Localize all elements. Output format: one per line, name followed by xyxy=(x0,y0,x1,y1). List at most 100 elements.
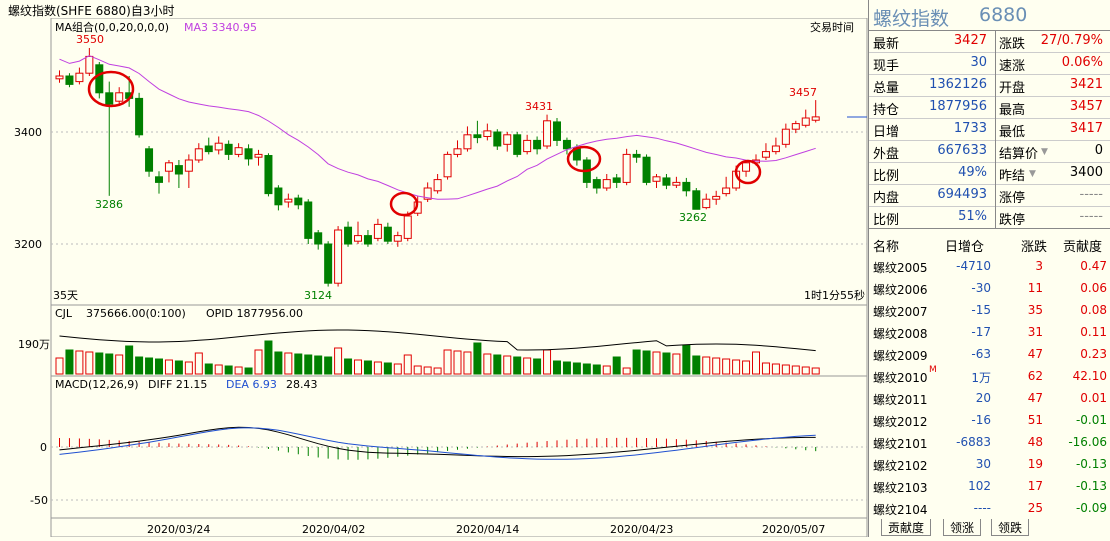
table-row[interactable]: 螺纹2012 -16 51 -0.01 xyxy=(869,409,1110,431)
volume-bar xyxy=(145,357,154,375)
contract-name: 螺纹2005 xyxy=(873,261,928,275)
highlight-circle-1 xyxy=(87,70,135,108)
candle-body xyxy=(493,131,502,147)
volume-bar xyxy=(443,349,452,375)
contract-name: 螺纹2010 xyxy=(873,371,928,385)
quote-row: 现手 30 速涨 0.06% xyxy=(869,53,1110,74)
kline-chart[interactable]: 3400 3200 190万 0 -50 MA组合(0,0,20,0,0,0) … xyxy=(0,17,868,538)
table-row[interactable]: 螺纹2007 -15 35 0.08 xyxy=(869,299,1110,321)
chart-area[interactable]: 3400 3200 190万 0 -50 MA组合(0,0,20,0,0,0) … xyxy=(0,17,868,538)
header-contribution[interactable]: 贡献度 xyxy=(1063,240,1103,255)
x-date-3: 2020/04/14 xyxy=(456,523,519,536)
candle-body xyxy=(75,72,84,83)
candle-body xyxy=(682,181,691,192)
volume-bar xyxy=(752,351,760,375)
candle-body xyxy=(662,177,671,186)
quote-value: ----- xyxy=(1079,187,1103,202)
contribution: -0.13 xyxy=(1075,457,1107,471)
candle-body xyxy=(453,148,462,155)
diff-line xyxy=(59,426,816,458)
volume-bar xyxy=(284,352,293,375)
volume-bar xyxy=(264,340,273,375)
chevron-down-icon[interactable]: ▼ xyxy=(1029,169,1036,179)
trade-time-label[interactable]: 交易时间 xyxy=(810,20,854,34)
daily-inc: -15 xyxy=(971,303,991,317)
tab-top-losers[interactable]: 领跌 xyxy=(991,519,1030,536)
volume-bar xyxy=(105,353,114,375)
contract-name: 螺纹2009 xyxy=(873,349,928,363)
candle-body xyxy=(602,179,611,189)
candle-body xyxy=(254,153,263,158)
candle-body xyxy=(244,148,253,160)
volume-bar xyxy=(483,353,492,375)
volume-bar xyxy=(254,349,263,375)
table-row[interactable]: 螺纹2101 -6883 48 -16.06 xyxy=(869,431,1110,453)
candle-body xyxy=(314,232,323,245)
volume-bar xyxy=(523,357,532,375)
volume-bar xyxy=(75,350,84,375)
quote-label: 内盘 xyxy=(873,191,900,206)
candle-body xyxy=(194,148,203,161)
contract-name: 螺纹2104 xyxy=(873,503,928,517)
contract-name: 螺纹2011 xyxy=(873,393,928,407)
change: 17 xyxy=(1027,479,1043,493)
quote-label: 昨结 xyxy=(999,169,1026,184)
chevron-down-icon[interactable]: ▼ xyxy=(1041,147,1048,157)
quote-value: 0 xyxy=(1094,143,1103,158)
volume-bar xyxy=(791,365,800,375)
volume-bar xyxy=(682,344,691,375)
volume-bar xyxy=(493,354,502,375)
change: 47 xyxy=(1027,391,1043,405)
tab-contribution[interactable]: 贡献度 xyxy=(881,519,932,536)
contribution: 42.10 xyxy=(1072,369,1107,383)
quote-label: 现手 xyxy=(873,59,900,74)
period-label: 35天 xyxy=(53,289,78,302)
candle-body xyxy=(204,145,213,153)
opid-label: OPID 1877956.00 xyxy=(206,307,303,320)
table-row[interactable]: 螺纹2006 -30 11 0.06 xyxy=(869,277,1110,299)
contract-name: 螺纹2007 xyxy=(873,305,928,319)
candle-body xyxy=(503,134,512,145)
table-row[interactable]: 螺纹2104 ---- 25 -0.09 xyxy=(869,497,1110,519)
candle-body xyxy=(433,179,442,192)
volume-bar xyxy=(722,358,731,375)
candle-body xyxy=(85,55,94,74)
volume-bar xyxy=(602,365,611,375)
annotation-3286: 3286 xyxy=(95,198,123,211)
table-row[interactable]: 螺纹2011 20 47 0.01 xyxy=(869,387,1110,409)
x-date-1: 2020/03/24 xyxy=(147,523,210,536)
quote-value: 3417 xyxy=(1069,121,1103,136)
opid-line xyxy=(59,329,816,352)
candle-body xyxy=(115,92,124,102)
header-change[interactable]: 涨跌 xyxy=(1021,240,1048,255)
quote-label: 总量 xyxy=(873,81,900,96)
highlight-circle-4 xyxy=(734,159,762,185)
contribution: -0.13 xyxy=(1075,479,1107,493)
table-row[interactable]: 螺纹2008 -17 31 0.11 xyxy=(869,321,1110,343)
table-row[interactable]: 螺纹2103 102 17 -0.13 xyxy=(869,475,1110,497)
contribution: 0.01 xyxy=(1080,391,1107,405)
quote-row: 总量 1362126 开盘 3421 xyxy=(869,75,1110,96)
candle-body xyxy=(523,139,532,153)
tab-top-gainers[interactable]: 领涨 xyxy=(943,519,982,536)
daily-inc: ---- xyxy=(973,501,991,515)
daily-inc: -4710 xyxy=(956,259,991,273)
table-row[interactable]: 螺纹2010 1万 62 42.10 M xyxy=(869,365,1110,387)
candle-body xyxy=(344,226,353,245)
candle-body xyxy=(214,142,223,151)
change: 11 xyxy=(1027,281,1043,295)
table-row[interactable]: 螺纹2009 -63 47 0.23 xyxy=(869,343,1110,365)
candle-body xyxy=(334,229,343,284)
table-row[interactable]: 螺纹2102 30 19 -0.13 xyxy=(869,453,1110,475)
candle-body xyxy=(155,176,163,183)
volume-bar xyxy=(164,359,173,375)
candle-body xyxy=(393,235,402,242)
table-row[interactable]: 螺纹2005 -4710 3 0.47 xyxy=(869,255,1110,277)
quote-label: 最低 xyxy=(999,125,1026,140)
header-name[interactable]: 名称 xyxy=(873,240,900,255)
header-daily-inc[interactable]: 日增仓 xyxy=(945,240,985,255)
volume-bar xyxy=(85,351,94,375)
ma3-line xyxy=(59,55,816,200)
candle-body xyxy=(135,97,144,136)
y-tick-3200: 3200 xyxy=(14,238,42,251)
